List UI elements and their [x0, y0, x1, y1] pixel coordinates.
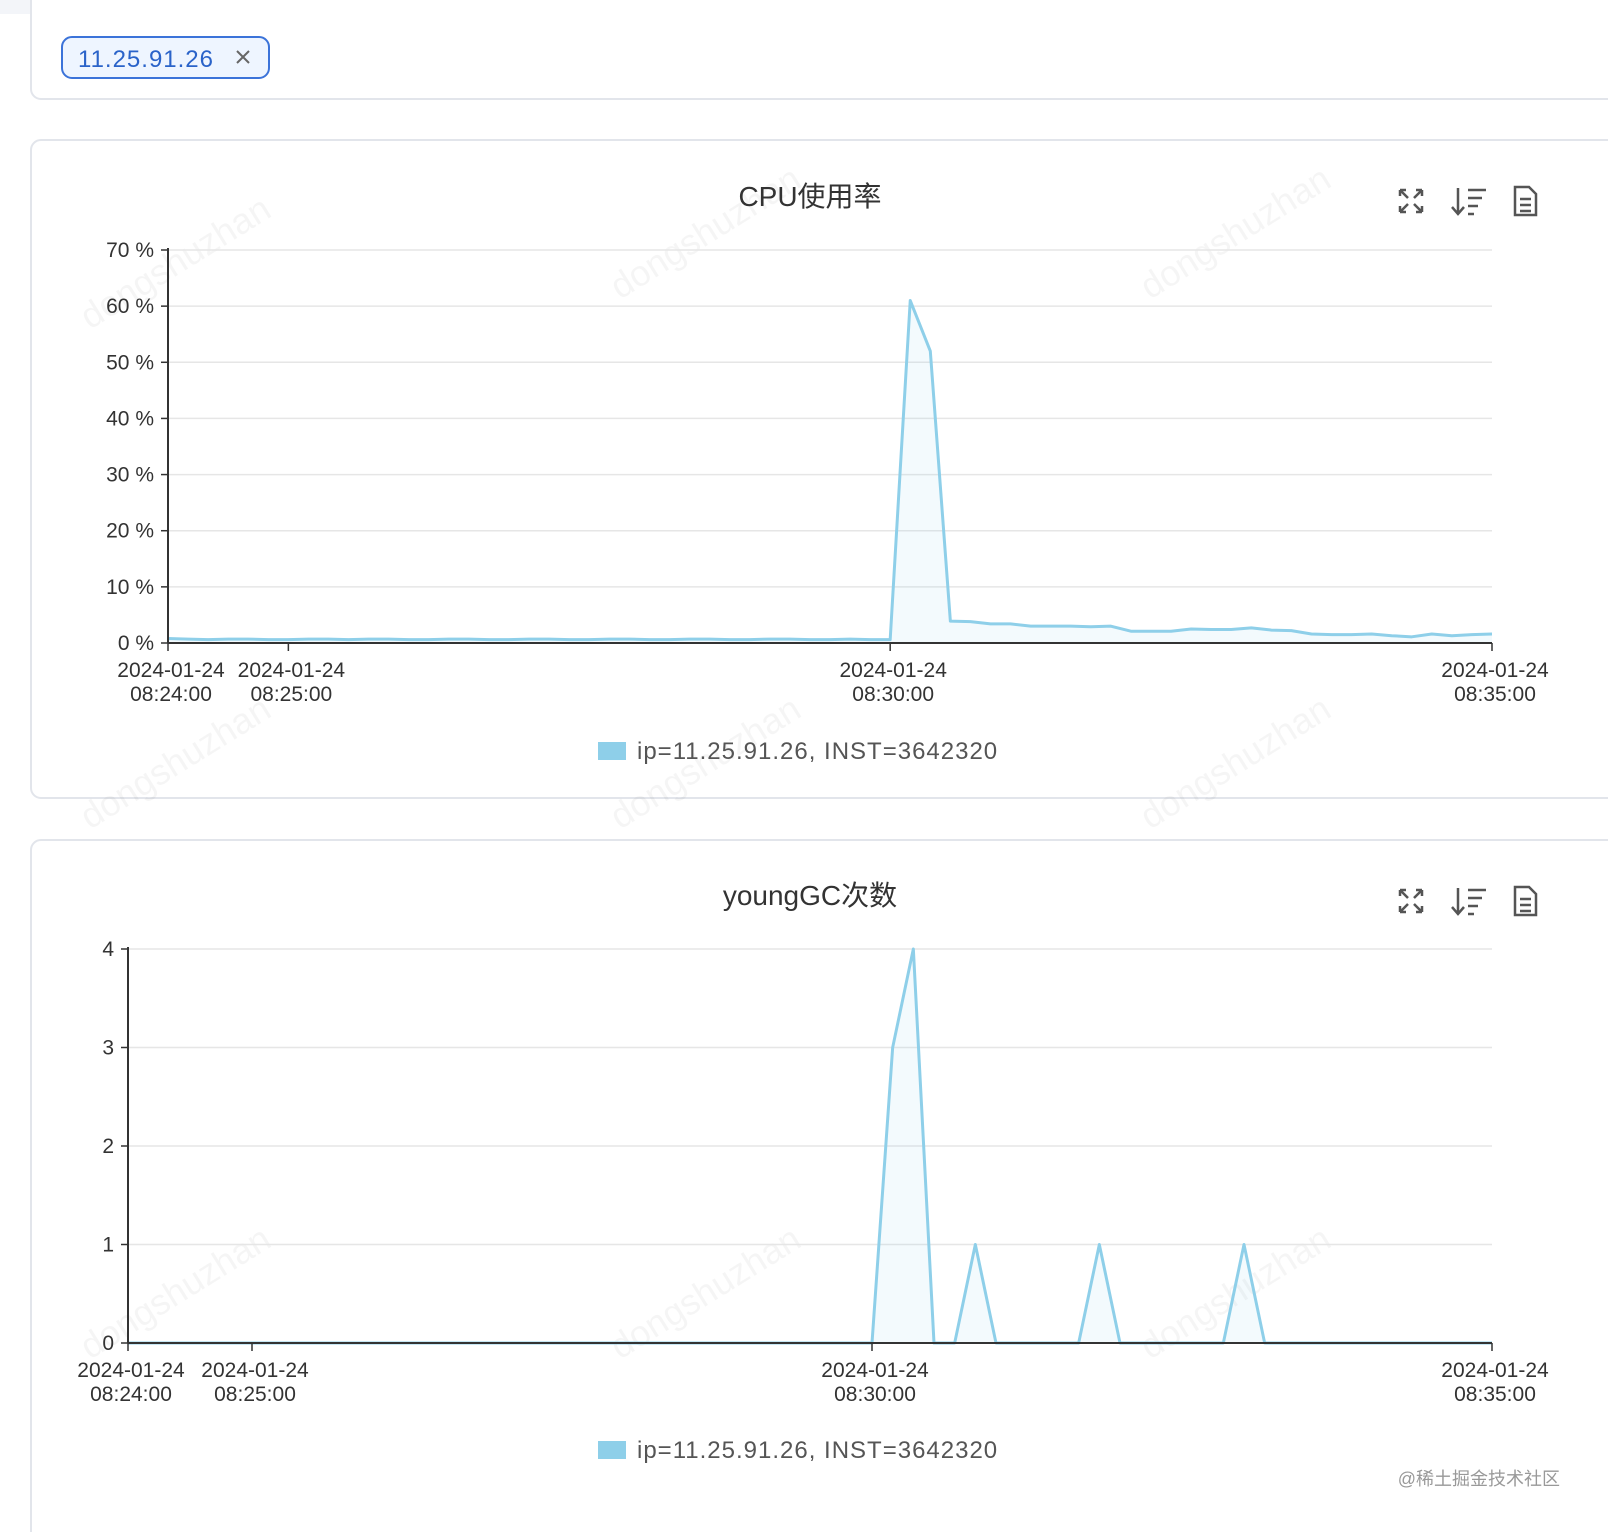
- y-tick-label: 2: [102, 1135, 114, 1158]
- fullscreen-icon[interactable]: [1398, 188, 1424, 214]
- ip-tag[interactable]: [61, 36, 270, 79]
- y-tick-label: 3: [102, 1037, 114, 1060]
- y-tick-label: 20 %: [106, 520, 154, 543]
- x-tick-label: 2024-01-24 08:25:00: [238, 659, 346, 706]
- y-tick-label: 50 %: [106, 351, 154, 374]
- sort-icon[interactable]: [1451, 888, 1486, 916]
- y-tick-label: 4: [102, 938, 114, 961]
- filter-panel: [30, 0, 1608, 100]
- doc-icon[interactable]: [1513, 885, 1538, 917]
- y-tick-label: 40 %: [106, 407, 154, 430]
- footer-watermark: @稀土掘金技术社区: [1398, 1469, 1560, 1489]
- x-tick-label: 2024-01-24 08:30:00: [821, 1359, 929, 1406]
- legend-swatch: [598, 742, 626, 760]
- x-tick-label: 2024-01-24 08:24:00: [117, 659, 225, 706]
- y-tick-label: 0: [102, 1332, 114, 1355]
- legend-label: ip=11.25.91.26, INST=3642320: [637, 1437, 998, 1464]
- y-tick-label: 60 %: [106, 295, 154, 318]
- fullscreen-icon[interactable]: [1398, 888, 1424, 914]
- toolbar: [1398, 885, 1538, 917]
- chart-panel: [30, 839, 1608, 1537]
- chart-title: youngGC次数: [723, 880, 897, 911]
- x-tick-label: 2024-01-24 08:24:00: [77, 1359, 185, 1406]
- line: [167, 299, 1493, 642]
- y-tick-label: 70 %: [106, 239, 154, 262]
- doc-icon[interactable]: [1513, 185, 1538, 217]
- ip-tag-text: 11.25.91.26: [78, 46, 214, 73]
- y-tick-label: 30 %: [106, 464, 154, 487]
- tag-close[interactable]: [236, 50, 250, 64]
- x-tick-label: 2024-01-24 08:25:00: [201, 1359, 309, 1406]
- x-tick-label: 2024-01-24 08:35:00: [1441, 659, 1549, 706]
- chart-panel: [30, 139, 1608, 799]
- y-tick-label: 1: [102, 1234, 114, 1257]
- y-tick-label: 10 %: [106, 576, 154, 599]
- toolbar: [1398, 185, 1538, 217]
- y-tick-label: 0 %: [118, 632, 154, 655]
- legend-label: ip=11.25.91.26, INST=3642320: [637, 738, 998, 765]
- sort-icon[interactable]: [1451, 188, 1486, 216]
- chart-title: CPU使用率: [738, 181, 881, 212]
- x-tick-label: 2024-01-24 08:30:00: [839, 659, 947, 706]
- legend-swatch: [598, 1441, 626, 1459]
- x-tick-label: 2024-01-24 08:35:00: [1441, 1359, 1549, 1406]
